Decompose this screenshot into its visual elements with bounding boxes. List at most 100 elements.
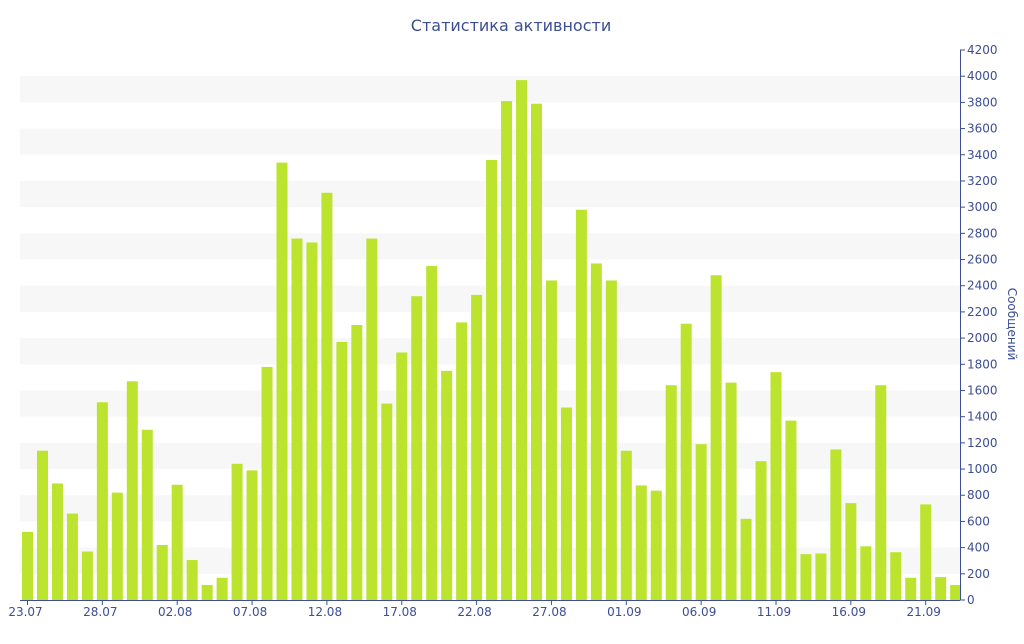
bar: [36, 450, 48, 600]
bar: [620, 450, 632, 600]
x-tick-label: 11.09: [757, 605, 791, 619]
bar: [261, 366, 273, 600]
bar: [186, 560, 198, 600]
x-tick-label: 07.08: [233, 605, 267, 619]
x-tick-label: 23.07: [8, 605, 42, 619]
bar: [860, 546, 872, 600]
bar: [96, 402, 108, 600]
bar: [456, 322, 468, 600]
y-tick-label: 2800: [967, 226, 998, 240]
y-tick-label: 1200: [967, 436, 998, 450]
x-tick-label: 01.09: [607, 605, 641, 619]
bar: [51, 483, 63, 600]
bar: [680, 323, 692, 600]
bar: [875, 385, 887, 600]
bar: [156, 545, 168, 600]
chart-title: Статистика активности: [411, 16, 611, 35]
y-tick-label: 200: [967, 567, 990, 581]
bar: [231, 463, 243, 600]
y-tick-label: 1400: [967, 410, 998, 424]
x-tick-label: 16.09: [832, 605, 866, 619]
y-tick-label: 3800: [967, 95, 998, 109]
grid-band: [20, 128, 960, 155]
y-tick-label: 3600: [967, 122, 998, 136]
bar: [785, 420, 797, 600]
y-tick-label: 2200: [967, 305, 998, 319]
bar: [216, 577, 228, 600]
bar: [950, 584, 962, 600]
bar: [381, 403, 393, 600]
y-tick-label: 4000: [967, 69, 998, 83]
y-tick-label: 3400: [967, 148, 998, 162]
bar: [560, 407, 572, 600]
x-tick-label: 22.08: [457, 605, 491, 619]
x-tick-label: 17.08: [383, 605, 417, 619]
bar: [66, 513, 78, 600]
bar: [695, 444, 707, 600]
bars-series: [22, 80, 962, 601]
y-tick-label: 0: [967, 593, 975, 607]
bar: [306, 242, 318, 600]
bar: [575, 209, 587, 600]
x-tick-label: 02.08: [158, 605, 192, 619]
y-tick-label: 1800: [967, 357, 998, 371]
bar: [516, 80, 528, 601]
bar: [291, 238, 303, 600]
y-tick-label: 3200: [967, 174, 998, 188]
x-tick-label: 27.08: [532, 605, 566, 619]
bar: [740, 518, 752, 600]
bar: [201, 584, 213, 600]
bar: [920, 504, 932, 600]
y-tick-label: 1600: [967, 383, 998, 397]
bar: [815, 553, 827, 600]
grid-band: [20, 76, 960, 103]
bar: [770, 372, 782, 600]
bar: [336, 342, 348, 600]
bar: [426, 266, 438, 600]
bar: [755, 461, 767, 600]
bar: [171, 484, 183, 600]
bar: [441, 370, 453, 600]
bar: [800, 554, 812, 600]
bar: [635, 485, 647, 600]
bar: [650, 490, 662, 600]
bar: [545, 280, 557, 600]
bar: [22, 531, 33, 600]
y-tick-label: 400: [967, 541, 990, 555]
y-tick-label: 600: [967, 514, 990, 528]
bar: [845, 503, 857, 600]
y-tick-label: 4200: [967, 43, 998, 57]
y-tick-label: 2600: [967, 253, 998, 267]
x-axis: 23.07 28.07 02.08 07.08 12.08 17.08 22.08 27.08…: [8, 600, 960, 619]
bar: [530, 103, 542, 600]
y-tick-label: 2000: [967, 331, 998, 345]
bar: [111, 492, 123, 600]
bar: [590, 263, 602, 600]
bar: [830, 449, 842, 600]
bar: [366, 238, 378, 600]
x-tick-label: 06.09: [682, 605, 716, 619]
bar: [501, 101, 513, 600]
y-tick-label: 1000: [967, 462, 998, 476]
bar: [725, 382, 737, 600]
y-axis: 0 200 400 600 800 1000 1200 1400 1600 1800 2000 220…: [960, 43, 998, 607]
bar: [126, 381, 138, 600]
x-tick-label: 21.09: [907, 605, 941, 619]
bar: [605, 280, 617, 600]
bar: [321, 192, 333, 601]
bar: [276, 162, 288, 600]
x-tick-label: 28.07: [83, 605, 117, 619]
bar: [905, 577, 917, 600]
y-tick-label: 2400: [967, 279, 998, 293]
bar: [396, 352, 408, 600]
bar: [710, 275, 722, 600]
bar: [665, 385, 677, 600]
bar: [411, 296, 423, 600]
bar: [141, 429, 153, 600]
bar: [935, 577, 947, 600]
bar: [351, 325, 363, 600]
y-tick-label: 3000: [967, 200, 998, 214]
y-axis-title: Сообщений: [1005, 288, 1019, 361]
